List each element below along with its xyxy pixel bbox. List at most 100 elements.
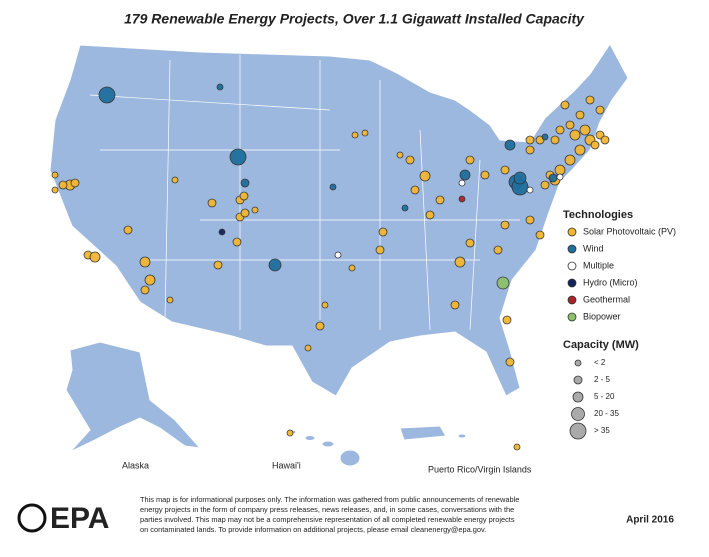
project-marker xyxy=(166,296,174,304)
project-marker xyxy=(458,179,466,187)
project-marker xyxy=(58,180,68,190)
project-marker xyxy=(565,120,575,130)
legend-swatch xyxy=(567,244,577,254)
project-marker xyxy=(525,145,535,155)
project-marker xyxy=(268,258,282,272)
project-marker xyxy=(556,173,564,181)
project-marker xyxy=(585,95,595,105)
size-label: 20 - 35 xyxy=(594,409,619,418)
project-marker xyxy=(375,245,385,255)
legend-label: Multiple xyxy=(583,260,614,270)
project-marker xyxy=(590,140,600,150)
project-marker xyxy=(575,110,585,120)
virgin-islands xyxy=(457,433,467,439)
disclaimer-line: This map is for informational purposes o… xyxy=(140,495,519,504)
project-marker xyxy=(569,129,581,141)
project-marker xyxy=(232,237,242,247)
project-marker xyxy=(396,151,404,159)
project-marker xyxy=(450,300,460,310)
date: April 2016 xyxy=(626,515,674,526)
project-marker xyxy=(229,148,247,166)
project-marker xyxy=(139,256,151,268)
project-marker xyxy=(348,264,356,272)
size-label: 2 - 5 xyxy=(594,375,611,384)
size-swatch xyxy=(573,375,583,385)
project-marker xyxy=(140,285,150,295)
project-marker xyxy=(304,344,312,352)
alaska xyxy=(65,341,202,453)
project-marker xyxy=(541,133,549,141)
hawaii-island xyxy=(304,435,316,441)
project-marker xyxy=(513,443,521,451)
project-marker xyxy=(123,225,133,235)
project-marker xyxy=(315,321,325,331)
legend-label: Hydro (Micro) xyxy=(583,277,638,287)
project-marker xyxy=(239,191,249,201)
project-marker xyxy=(334,251,342,259)
project-marker xyxy=(218,228,226,236)
project-marker xyxy=(240,178,250,188)
project-marker xyxy=(454,256,466,268)
project-marker xyxy=(526,186,534,194)
logo-text: EPA xyxy=(50,502,109,535)
project-marker xyxy=(286,429,294,437)
project-marker xyxy=(600,135,610,145)
project-marker xyxy=(51,171,59,179)
project-marker xyxy=(459,169,471,181)
legend-label: Wind xyxy=(583,243,604,253)
legend-swatch xyxy=(567,261,577,271)
project-marker xyxy=(554,164,566,176)
disclaimer-line: energy projects in the form of company p… xyxy=(140,505,514,514)
project-marker xyxy=(458,195,466,203)
project-marker xyxy=(401,204,409,212)
hawaii-island xyxy=(339,449,361,467)
size-swatch xyxy=(574,359,582,367)
alaska-label: Alaska xyxy=(122,460,149,470)
map xyxy=(49,43,629,467)
project-marker xyxy=(240,208,250,218)
project-marker xyxy=(465,238,475,248)
project-marker xyxy=(419,170,431,182)
epa-logo: EPA xyxy=(17,502,109,535)
project-marker xyxy=(540,180,550,190)
project-marker xyxy=(504,139,516,151)
project-marker xyxy=(595,105,605,115)
project-marker xyxy=(98,86,116,104)
project-marker xyxy=(505,357,515,367)
project-marker xyxy=(89,251,101,263)
legend-swatch xyxy=(567,227,577,237)
project-marker xyxy=(361,129,369,137)
project-marker xyxy=(425,210,435,220)
legend-label: Geothermal xyxy=(583,294,630,304)
project-marker xyxy=(435,195,445,205)
project-marker xyxy=(555,125,565,135)
state-borders xyxy=(89,55,520,331)
project-marker xyxy=(525,135,535,145)
puerto-rico-label: Puerto Rico/Virgin Islands xyxy=(428,464,532,474)
size-label: 5 - 20 xyxy=(594,392,615,401)
size-label: < 2 xyxy=(594,358,606,367)
legend-title: Technologies xyxy=(563,209,633,221)
project-marker xyxy=(513,171,527,185)
disclaimer-line: on contaminated lands. To provide inform… xyxy=(140,525,486,534)
size-swatch xyxy=(569,422,587,440)
project-marker xyxy=(329,183,337,191)
legend-label: Solar Photovoltaic (PV) xyxy=(583,226,676,236)
project-marker xyxy=(525,215,535,225)
project-marker xyxy=(51,186,59,194)
project-marker xyxy=(564,154,576,166)
logo-mark xyxy=(17,503,47,533)
hawaii-island xyxy=(321,440,335,448)
project-marker xyxy=(579,124,591,136)
project-marker xyxy=(216,83,224,91)
project-marker xyxy=(480,170,490,180)
project-marker xyxy=(351,131,359,139)
project-marker xyxy=(207,198,217,208)
project-marker xyxy=(502,315,512,325)
legend-title: Capacity (MW) xyxy=(563,339,639,351)
size-swatch xyxy=(571,407,585,421)
project-marker xyxy=(535,230,545,240)
project-marker xyxy=(550,135,560,145)
project-marker xyxy=(251,206,259,214)
